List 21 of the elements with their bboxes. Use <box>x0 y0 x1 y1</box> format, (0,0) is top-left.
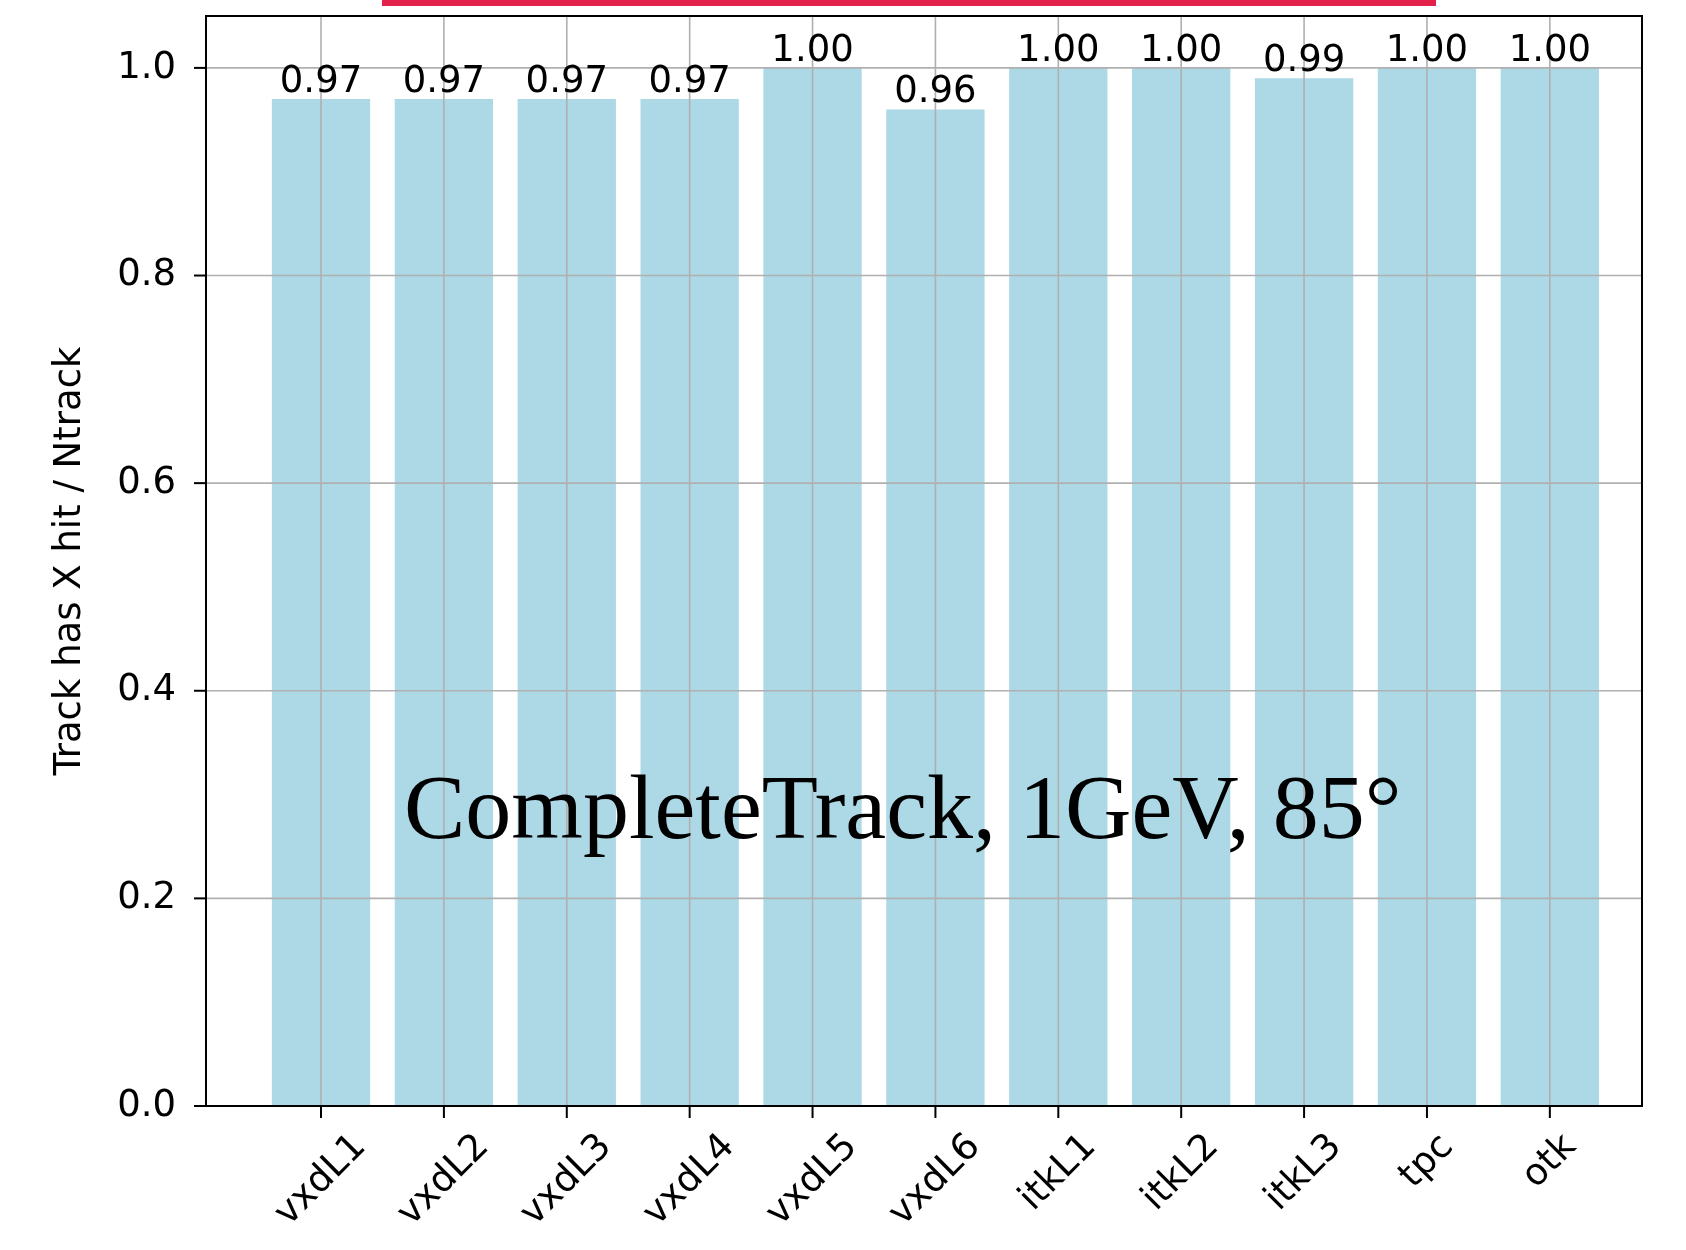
annotation: CompleteTrack, 1GeV, 85° <box>404 756 1402 858</box>
data-label: 0.97 <box>402 58 486 102</box>
data-label: 0.97 <box>525 58 608 102</box>
y-tick-label: 0.0 <box>117 1081 176 1125</box>
y-axis-title: Track has X hit / Ntrack <box>45 345 89 777</box>
data-label: 0.97 <box>648 58 731 102</box>
y-tick-label: 1.0 <box>117 43 176 87</box>
data-label: 1.00 <box>1017 26 1100 70</box>
x-tick-label: tpc <box>1389 1123 1461 1196</box>
data-label: 1.00 <box>1140 26 1223 70</box>
data-label: 0.96 <box>894 68 977 112</box>
data-label: 1.00 <box>1385 26 1469 70</box>
x-tick-label: otk <box>1511 1123 1585 1196</box>
data-label: 1.00 <box>771 26 854 70</box>
y-tick-label: 0.8 <box>117 251 176 295</box>
y-tick-label: 0.2 <box>117 873 176 917</box>
data-label: 0.99 <box>1262 37 1346 81</box>
y-tick-label: 0.4 <box>117 666 176 710</box>
y-tick-label: 0.6 <box>117 458 176 502</box>
data-label: 1.00 <box>1508 26 1592 70</box>
data-label: 0.97 <box>279 58 363 102</box>
